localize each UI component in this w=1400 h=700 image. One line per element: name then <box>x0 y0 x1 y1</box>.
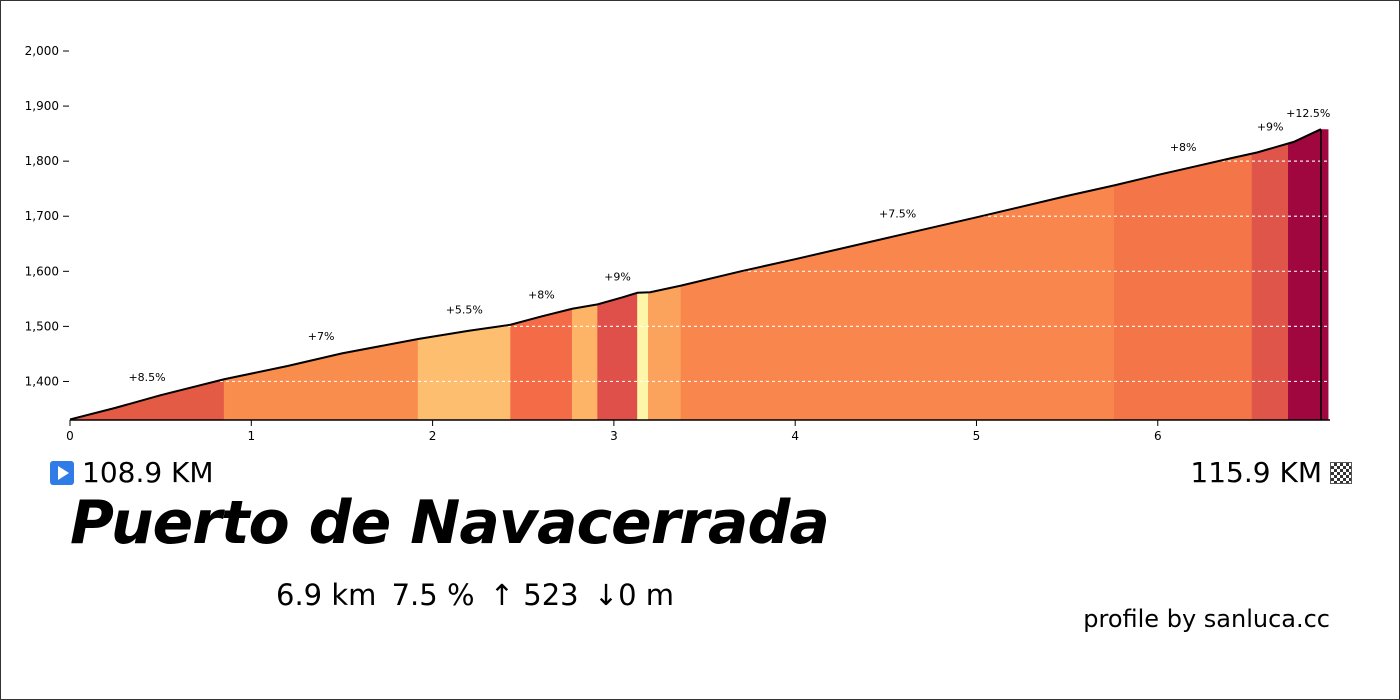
grade-segment-12 <box>1288 128 1329 421</box>
grade-segment-7 <box>637 292 649 421</box>
climb-stats: 6.9 km 7.5 % ↑ 523 ↓0 m <box>276 578 680 612</box>
grade-segment-6 <box>597 292 638 421</box>
y-tick-label-1900: 1,900 <box>25 99 59 113</box>
climb-avg-grade: 7.5 % <box>391 578 475 612</box>
end-marker: 115.9 KM <box>1190 456 1352 489</box>
y-tick-label-2000: 2,000 <box>25 44 59 58</box>
x-tick-label-3: 3 <box>610 429 618 443</box>
y-tick-label-1800: 1,800 <box>25 154 59 168</box>
grade-label-2: +7% <box>308 330 335 343</box>
grade-label-4: +8% <box>528 288 555 301</box>
grade-labels: +8.5%+7%+5.5%+8%+9%+7.5%+8%+9%+12.5% <box>128 107 1330 384</box>
grade-segment-8 <box>648 285 682 421</box>
checkered-flag-icon <box>1330 461 1352 484</box>
gridlines <box>70 40 1330 420</box>
profile-line <box>69 128 1322 421</box>
climb-descent: ↓0 m <box>593 578 675 612</box>
x-tick-label-0: 0 <box>66 429 74 443</box>
grade-label-6: +9% <box>604 271 631 284</box>
profile-line-group <box>69 128 1322 421</box>
axes: 0 1 2 3 4 5 6 1,400 1,500 1,600 1,700 1,800 1,900 2,0… <box>25 44 1330 443</box>
y-tick-label-1700: 1,700 <box>25 209 59 223</box>
credit-text: profile by sanluca.cc <box>1083 605 1330 633</box>
above-profile-mask <box>70 40 1330 420</box>
y-tick-label-1500: 1,500 <box>25 319 59 333</box>
x-tick-label-2: 2 <box>429 429 437 443</box>
y-tick-label-1400: 1,400 <box>25 374 59 388</box>
play-icon <box>50 460 74 485</box>
y-tick-label-1600: 1,600 <box>25 264 59 278</box>
grade-segments <box>69 128 1329 421</box>
grade-segment-4 <box>510 308 573 421</box>
start-km-label: 108.9 KM <box>82 456 214 489</box>
climb-ascent: ↑ 523 <box>489 578 579 612</box>
start-marker: 108.9 KM <box>50 456 214 489</box>
x-tick-label-5: 5 <box>973 429 981 443</box>
grade-label-9: +7.5% <box>879 208 916 221</box>
grade-label-12: +12.5% <box>1286 107 1330 120</box>
x-tick-label-4: 4 <box>791 429 799 443</box>
grade-segment-11 <box>1251 143 1289 421</box>
end-km-label: 115.9 KM <box>1190 456 1322 489</box>
grade-label-10: +8% <box>1170 141 1197 154</box>
grade-label-1: +8.5% <box>128 371 165 384</box>
grade-segment-3 <box>417 324 511 421</box>
grade-segment-10 <box>1114 153 1253 421</box>
grade-label-3: +5.5% <box>446 304 483 317</box>
grade-segment-5 <box>571 304 598 421</box>
climb-distance: 6.9 km <box>276 578 377 612</box>
x-tick-label-1: 1 <box>247 429 255 443</box>
grade-label-11: +9% <box>1257 121 1284 134</box>
x-tick-label-6: 6 <box>1154 429 1162 443</box>
climb-title: Puerto de Navacerrada <box>70 488 830 558</box>
